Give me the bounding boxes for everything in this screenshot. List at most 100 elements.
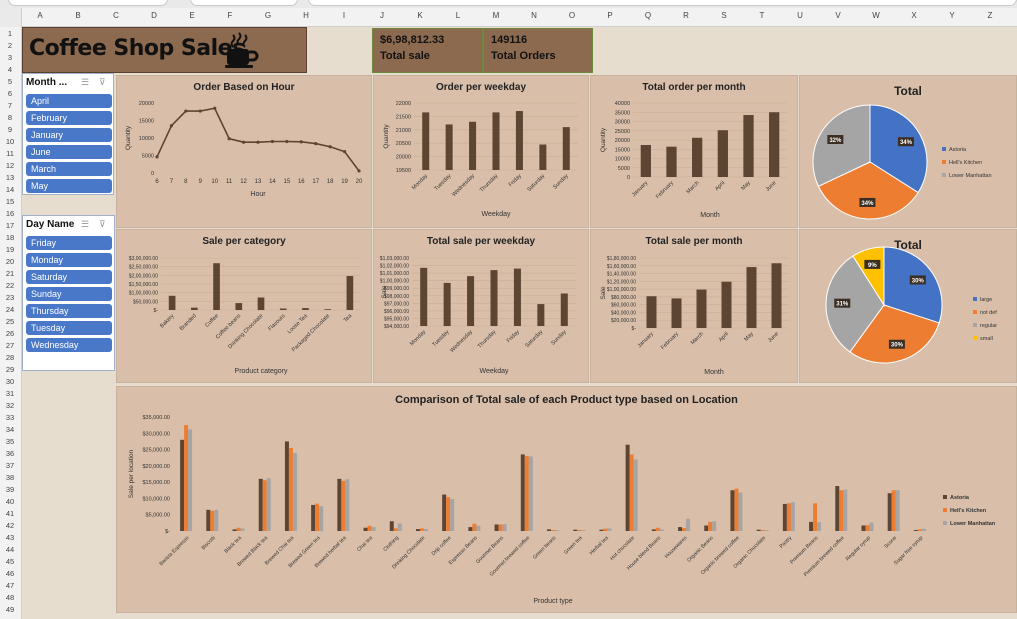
multi-select-icon[interactable]: ☰ [81,219,90,229]
row-number[interactable]: 49 [5,605,15,614]
row-number[interactable]: 16 [5,209,15,218]
row-number[interactable]: 21 [5,269,15,278]
row-number[interactable]: 35 [5,437,15,446]
day-slicer-item[interactable]: Saturday [26,270,112,284]
day-slicer-item[interactable]: Wednesday [26,338,112,352]
row-number[interactable]: 18 [5,233,15,242]
column-letter[interactable]: F [227,11,233,20]
row-number[interactable]: 13 [5,173,15,182]
month-slicer-item[interactable]: January [26,128,112,142]
column-letter[interactable]: Z [987,11,993,20]
row-number[interactable]: 11 [6,149,14,158]
column-letter[interactable]: G [264,11,272,20]
chart-order-per-weekday[interactable]: Order per weekday 19500 20000 20500 21000 21… [373,75,589,228]
column-letter[interactable]: R [683,11,689,20]
sheet-tab[interactable] [190,0,298,6]
row-number[interactable]: 45 [5,557,15,566]
column-letter[interactable]: C [113,11,119,20]
row-number[interactable]: 41 [5,509,15,518]
row-number[interactable]: 30 [5,377,15,386]
row-number[interactable]: 26 [5,329,15,338]
column-letter[interactable]: N [531,11,537,20]
sheet-tab[interactable] [8,0,168,6]
column-letter[interactable]: S [721,11,727,20]
row-number[interactable]: 3 [7,53,13,62]
row-number[interactable]: 40 [5,497,15,506]
chart-sale-per-weekday[interactable]: Total sale per weekday $94,000.00 $95,000… [373,229,589,383]
chart-pie-location[interactable]: Total 34% 34% 32% Astoria Hell's Kitchen Lowe… [799,75,1017,228]
month-slicer-item[interactable]: February [26,111,112,125]
column-letter[interactable]: T [759,11,765,20]
row-number[interactable]: 10 [5,137,15,146]
row-number[interactable]: 17 [5,221,15,230]
row-number[interactable]: 22 [5,281,15,290]
row-number[interactable]: 39 [5,485,15,494]
dashboard-title-box[interactable]: Coffee Shop Sales [22,27,307,73]
column-letter[interactable]: V [835,11,841,20]
row-number[interactable]: 20 [5,257,15,266]
formula-bar[interactable] [308,0,1017,6]
row-number[interactable]: 44 [5,545,15,554]
row-number[interactable]: 37 [5,461,15,470]
day-slicer-item[interactable]: Thursday [26,304,112,318]
month-slicer[interactable]: Month ... ☰ ⊽ April February January Jun… [22,73,114,195]
column-letter[interactable]: Y [949,11,955,20]
row-number[interactable]: 9 [7,125,13,134]
row-number[interactable]: 38 [5,473,15,482]
column-letter[interactable]: I [342,11,346,20]
column-letter[interactable]: K [417,11,423,20]
column-letter[interactable]: A [37,11,43,20]
row-number[interactable]: 46 [5,569,15,578]
row-number[interactable]: 2 [7,41,13,50]
row-number[interactable]: 33 [5,413,15,422]
row-number[interactable]: 47 [5,581,15,590]
column-letter[interactable]: J [380,11,384,20]
day-slicer-item[interactable]: Monday [26,253,112,267]
row-number[interactable]: 25 [5,317,15,326]
row-number[interactable]: 42 [5,521,15,530]
column-letter[interactable]: O [568,11,576,20]
row-number[interactable]: 36 [5,449,15,458]
month-slicer-item[interactable]: April [26,94,112,108]
column-letter[interactable]: U [797,11,803,20]
row-number[interactable]: 27 [5,341,15,350]
chart-product-type-by-location[interactable]: Comparison of Total sale of each Product… [116,386,1017,613]
month-slicer-item[interactable]: May [26,179,112,193]
multi-select-icon[interactable]: ☰ [81,77,90,87]
column-letter[interactable]: L [455,11,461,20]
column-letter[interactable]: H [303,11,309,20]
row-number[interactable]: 43 [5,533,15,542]
row-number[interactable]: 31 [5,389,15,398]
column-letter[interactable]: X [911,11,917,20]
row-number[interactable]: 4 [7,65,13,74]
row-number[interactable]: 48 [5,593,15,602]
column-letter[interactable]: E [189,11,195,20]
row-number[interactable]: 29 [5,365,15,374]
column-letter[interactable]: P [607,11,613,20]
month-slicer-item[interactable]: June [26,145,112,159]
chart-pie-size[interactable]: Total 30% 30% 31% 9% large not def regular smal… [799,229,1017,383]
column-letter[interactable]: Q [644,11,652,20]
column-letter[interactable]: W [872,11,880,20]
row-number[interactable]: 34 [5,425,15,434]
row-number[interactable]: 15 [5,197,15,206]
clear-filter-icon[interactable]: ⊽ [99,219,106,229]
day-slicer-item[interactable]: Tuesday [26,321,112,335]
row-number[interactable]: 28 [5,353,15,362]
row-number[interactable]: 24 [5,305,15,314]
row-number[interactable]: 1 [7,29,13,38]
row-number[interactable]: 19 [5,245,15,254]
row-number[interactable]: 5 [7,77,13,86]
clear-filter-icon[interactable]: ⊽ [99,77,106,87]
day-slicer-item[interactable]: Sunday [26,287,112,301]
chart-sale-per-month[interactable]: Total sale per month $- $20,000.00 $40,000… [590,229,798,383]
day-slicer-item[interactable]: Friday [26,236,112,250]
row-number[interactable]: 23 [5,293,15,302]
chart-order-by-hour[interactable]: Order Based on Hour 0 5000 10000 15000 20000… [116,75,372,228]
row-number[interactable]: 8 [7,113,13,122]
kpi-total-sale[interactable]: $6,98,812.33 Total sale [372,28,483,73]
select-all-corner[interactable] [0,8,22,27]
column-letter[interactable]: B [75,11,81,20]
row-number[interactable]: 12 [5,161,15,170]
day-name-slicer[interactable]: Day Name ☰ ⊽ Friday Monday Saturday Sund… [22,215,115,371]
